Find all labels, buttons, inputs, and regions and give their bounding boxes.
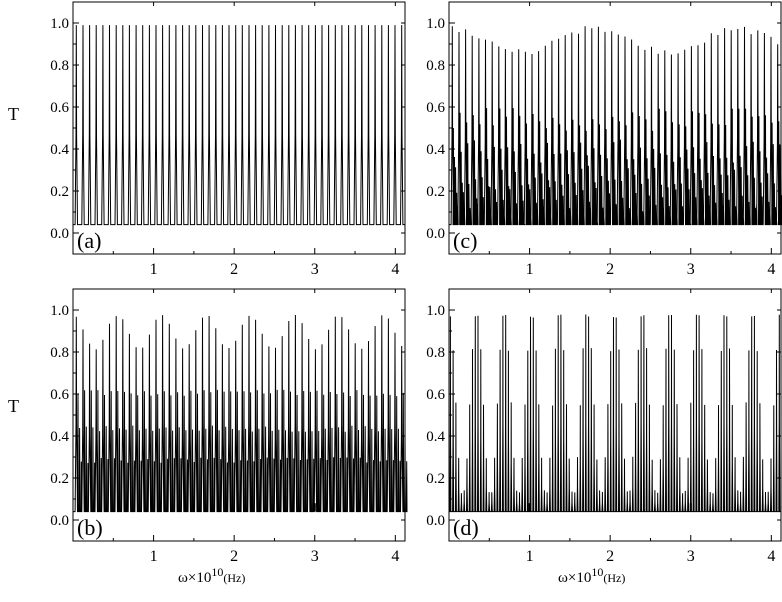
x-tick-label: 4 [391, 548, 399, 565]
y-tick-label: 0.4 [50, 429, 69, 445]
x-label-unit: (Hz) [603, 571, 625, 585]
y-tick-label: 0.2 [426, 471, 445, 487]
y-tick-label: 0.0 [426, 226, 445, 242]
y-tick-label: 0.2 [50, 184, 69, 200]
x-label-base: ω×10 [178, 570, 211, 586]
x-label-base: ω×10 [558, 570, 591, 586]
y-tick-label: 0.2 [426, 184, 445, 200]
panel-label: (a) [77, 228, 101, 253]
x-tick-label: 3 [311, 261, 319, 278]
x-tick-label: 3 [311, 548, 319, 565]
y-tick-label: 0.4 [426, 142, 445, 158]
y-tick-label: 1.0 [50, 16, 69, 32]
panel-b: 0.0 0.2 0.4 0.6 0.8 1.0 1 2 3 4 (b) [50, 288, 408, 565]
y-tick-label: 0.6 [50, 387, 69, 403]
x-tick-label: 2 [230, 548, 238, 565]
y-tick-label: 0.8 [50, 58, 69, 74]
y-tick-label: 1.0 [50, 303, 69, 319]
x-label-exponent: 10 [591, 565, 603, 579]
x-tick-label: 1 [526, 261, 534, 278]
panel-d: 0.0 0.2 0.4 0.6 0.8 1.0 1 2 3 4 (d) [426, 288, 782, 565]
transmission-series [73, 314, 408, 513]
x-tick-label: 3 [687, 261, 695, 278]
x-tick-label: 2 [230, 261, 238, 278]
y-tick-label: 0.8 [426, 345, 445, 361]
panel-label: (b) [77, 515, 103, 540]
y-tick-label: 0.0 [426, 513, 445, 529]
y-tick-label: 0.0 [50, 226, 69, 242]
x-tick-label: 1 [150, 548, 158, 565]
panel-label: (c) [453, 228, 477, 253]
transmission-series [449, 314, 781, 513]
plot-frame [448, 288, 782, 542]
x-tick-label: 3 [687, 548, 695, 565]
y-tick-label: 0.2 [50, 471, 69, 487]
y-axis-label-top: T [8, 104, 19, 124]
x-label-exponent: 10 [211, 565, 223, 579]
transmission-series [73, 25, 405, 226]
y-tick-label: 1.0 [426, 16, 445, 32]
x-axis-label-right: ω×1010(Hz) [558, 565, 625, 586]
x-tick-label: 1 [526, 548, 534, 565]
y-tick-label: 0.6 [426, 100, 445, 116]
panel-c: 0.0 0.2 0.4 0.6 0.8 1.0 1 2 3 4 (c) [426, 1, 782, 278]
x-tick-label: 4 [391, 261, 399, 278]
panel-label: (d) [453, 515, 479, 540]
x-label-unit: (Hz) [223, 571, 245, 585]
x-axis-label-left: ω×1010(Hz) [178, 565, 245, 586]
y-tick-label: 0.4 [426, 429, 445, 445]
x-tick-label: 2 [606, 261, 614, 278]
x-tick-label: 2 [606, 548, 614, 565]
y-tick-label: 0.4 [50, 142, 69, 158]
y-tick-label: 0.6 [50, 100, 69, 116]
y-tick-label: 0.0 [50, 513, 69, 529]
x-tick-label: 1 [150, 261, 158, 278]
y-axis-label-bottom: T [8, 396, 19, 416]
transmission-series [449, 26, 782, 226]
y-tick-label: 1.0 [426, 303, 445, 319]
y-tick-label: 0.8 [426, 58, 445, 74]
x-tick-label: 4 [767, 261, 775, 278]
y-tick-label: 0.6 [426, 387, 445, 403]
panel-a: 0.0 0.2 0.4 0.6 0.8 1.0 1 2 3 4 (a) [50, 1, 406, 278]
y-tick-label: 0.8 [50, 345, 69, 361]
x-tick-label: 4 [767, 548, 775, 565]
